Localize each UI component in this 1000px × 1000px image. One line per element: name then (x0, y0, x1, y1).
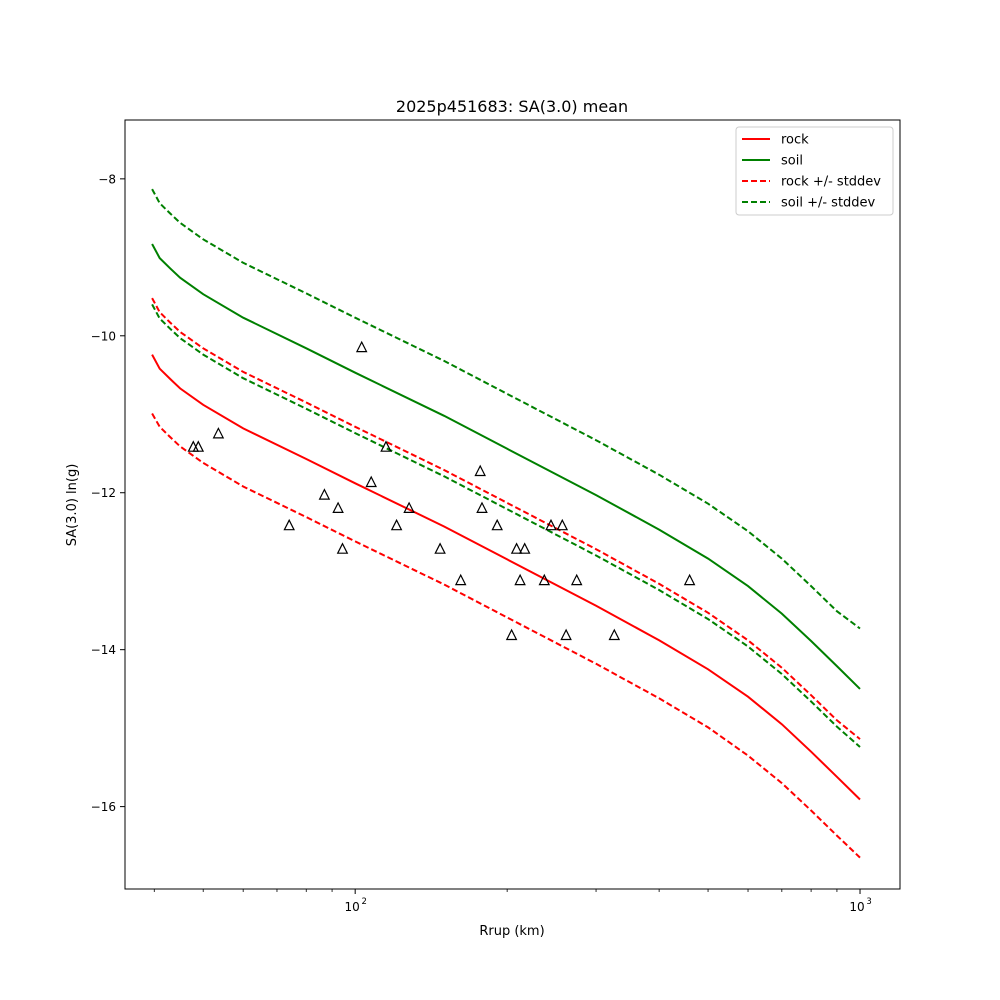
axes-frame (124, 119, 901, 890)
x-tick-exp-0: 2 (361, 897, 366, 907)
legend-label-0: rock (781, 133, 809, 148)
observation-marker-14 (474, 464, 486, 477)
y-tick-label-0: −16 (91, 800, 116, 814)
y-tick-label-2: −12 (91, 486, 116, 500)
observation-marker-12 (434, 542, 446, 554)
observation-marker-17 (505, 628, 518, 641)
x-tick-label-0: 10 (345, 900, 360, 914)
observation-marker-26 (608, 628, 621, 641)
observation-marker-10 (390, 518, 403, 531)
x-tick-label-1: 10 (849, 900, 864, 914)
axes-background (125, 120, 900, 889)
observation-marker-9 (380, 440, 392, 452)
observation-marker-20 (518, 542, 531, 554)
observation-marker-11 (403, 501, 415, 514)
series-line-1 (151, 243, 861, 690)
series-layer (151, 188, 861, 859)
plot-area: 10 2 10 3 −16−14−12−10−8 (91, 119, 901, 914)
observation-marker-18 (510, 542, 523, 554)
observation-marker-24 (560, 628, 572, 641)
legend-label-3: soil +/- stddev (781, 196, 876, 211)
y-tick-label-1: −14 (91, 643, 116, 657)
observation-marker-6 (336, 542, 349, 554)
observation-marker-13 (454, 573, 467, 586)
legend-label-1: soil (781, 154, 803, 169)
y-tick-label-4: −8 (98, 172, 116, 186)
observation-marker-1 (192, 440, 205, 452)
observation-marker-16 (491, 518, 503, 531)
observation-marker-22 (545, 518, 557, 531)
y-axis: −16 −14 −12 −10 −8 (91, 172, 125, 814)
y-tick-label-3: −10 (91, 329, 116, 343)
observation-marker-21 (538, 573, 551, 586)
legend: rock soil rock +/- stddev soil +/- stddev (735, 126, 894, 216)
observation-markers (187, 340, 696, 641)
observation-marker-19 (514, 573, 526, 586)
observation-marker-extra-0 (683, 573, 696, 586)
observation-marker-8 (365, 475, 377, 488)
series-line-5 (151, 303, 861, 748)
series-line-3 (151, 413, 861, 859)
observation-marker-25 (570, 573, 583, 586)
series-line-0 (151, 354, 861, 801)
observation-marker-5 (332, 501, 344, 514)
x-axis-label: Rrup (km) (479, 924, 544, 939)
series-line-2 (151, 297, 861, 740)
x-tick-exp-1: 3 (866, 897, 871, 907)
legend-label-2: rock +/- stddev (781, 175, 881, 190)
observation-marker-23 (556, 518, 569, 531)
observation-marker-15 (476, 501, 488, 514)
observation-marker-2 (212, 427, 225, 439)
observation-marker-7 (355, 340, 368, 353)
x-axis: 10 2 10 3 (153, 889, 872, 914)
y-axis-label: SA(3.0) ln(g) (65, 464, 80, 547)
chart-title: 2025p451683: SA(3.0) mean (396, 97, 628, 116)
series-line-4 (151, 188, 861, 630)
observation-marker-3 (283, 518, 295, 531)
observation-marker-4 (318, 488, 331, 500)
legend-box (735, 126, 894, 216)
